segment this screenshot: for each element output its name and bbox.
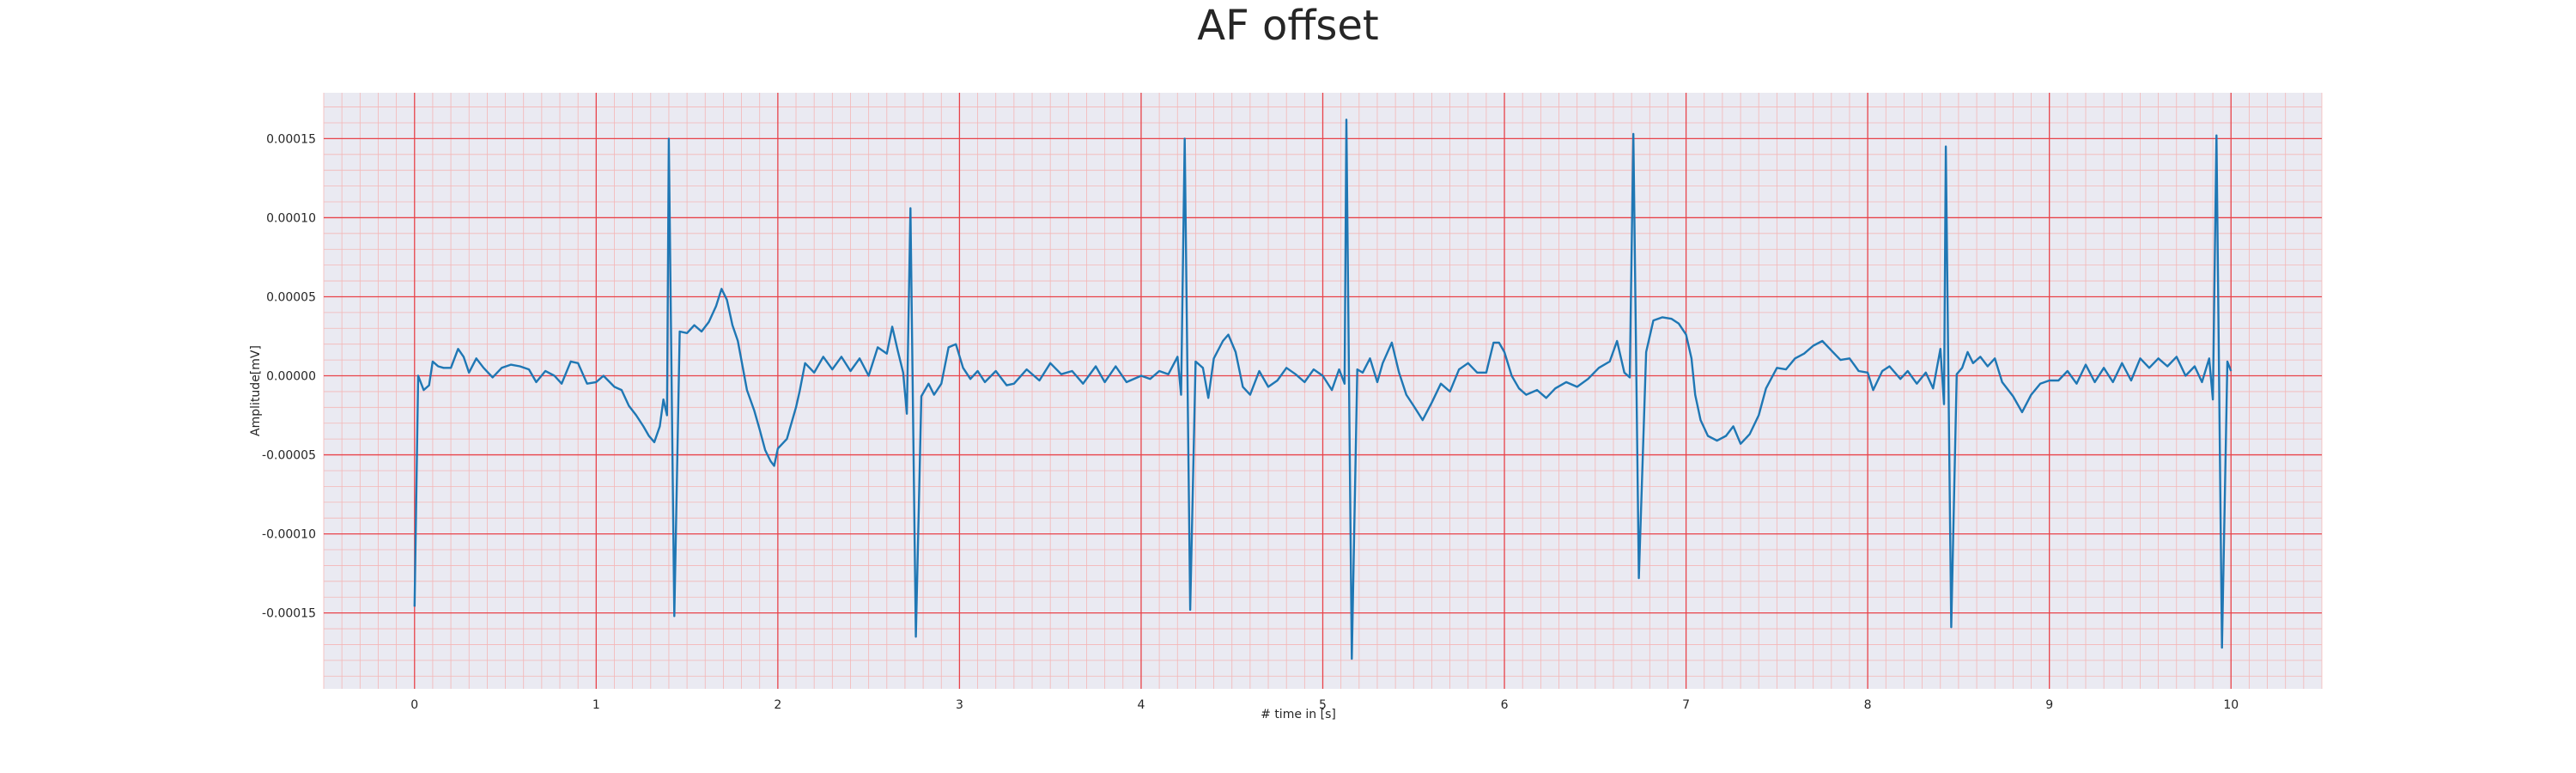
- x-tick-label: 10: [2223, 698, 2239, 712]
- x-tick-labels: 0 1 2 3 4 5 6 7 8 9 10: [410, 698, 2239, 712]
- major-grid: [324, 93, 2322, 689]
- x-tick-label: 2: [774, 698, 781, 712]
- y-tick-label: 0.00010: [266, 211, 316, 225]
- y-tick-label: -0.00010: [262, 528, 316, 542]
- x-axis-label: # time in [s]: [1261, 708, 1336, 721]
- x-tick-label: 3: [956, 698, 963, 712]
- x-tick-label: 8: [1864, 698, 1872, 712]
- x-tick-label: 9: [2045, 698, 2053, 712]
- chart-title: AF offset: [1197, 2, 1379, 50]
- y-axis-label: Amplitude[mV]: [249, 345, 263, 436]
- x-tick-label: 1: [592, 698, 600, 712]
- y-tick-label: -0.00005: [262, 449, 316, 463]
- x-tick-label: 5: [1319, 698, 1327, 712]
- y-tick-label: -0.00015: [262, 607, 316, 621]
- x-tick-label: 0: [410, 698, 418, 712]
- x-tick-label: 6: [1501, 698, 1509, 712]
- y-tick-label: 0.00005: [266, 290, 316, 304]
- x-tick-label: 7: [1682, 698, 1690, 712]
- series-line: [413, 119, 2233, 660]
- x-tick-label: 4: [1137, 698, 1145, 712]
- y-tick-label: 0.00000: [266, 370, 316, 384]
- y-tick-label: 0.00015: [266, 132, 316, 146]
- y-tick-labels: 0.00015 0.00010 0.00005 0.00000 -0.00005 -0.0…: [262, 132, 316, 620]
